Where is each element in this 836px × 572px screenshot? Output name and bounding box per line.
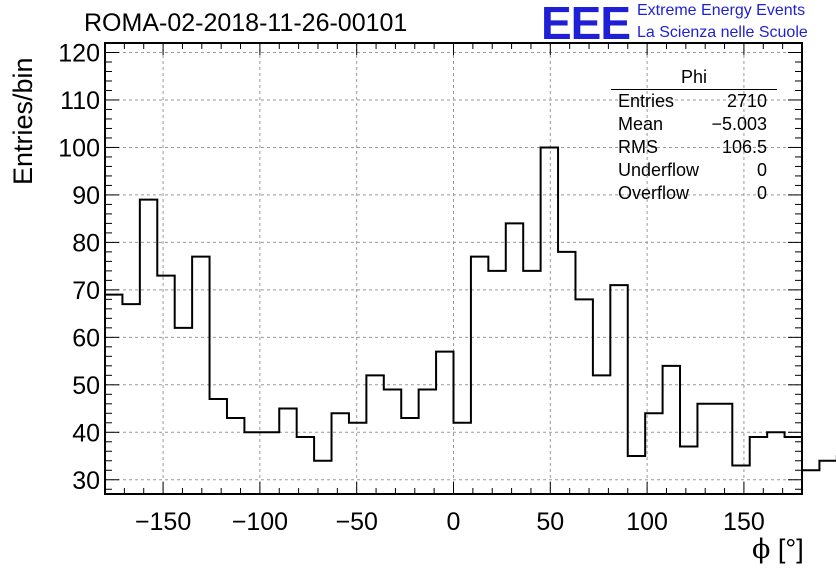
histogram-bin	[140, 200, 157, 494]
histogram-bin	[785, 437, 802, 494]
histogram-bin	[680, 447, 697, 494]
histogram-bin	[819, 461, 836, 494]
histogram-bin	[332, 413, 349, 494]
histogram-bin	[732, 466, 749, 494]
histogram-bin	[366, 375, 383, 494]
histogram-bin	[262, 432, 279, 494]
histogram-bin	[227, 418, 244, 494]
x-tick-label: 50	[536, 508, 564, 536]
histogram-bin	[488, 271, 505, 494]
histogram-bin	[610, 285, 627, 494]
histogram-bin	[715, 404, 732, 494]
y-tick-label: 100	[58, 134, 100, 162]
x-tick-label: −150	[135, 508, 191, 536]
histogram-bin	[541, 147, 558, 494]
stats-label: Mean	[618, 114, 664, 134]
stats-value: 106.5	[721, 137, 767, 157]
stats-value: 0	[756, 160, 767, 180]
histogram-bin	[349, 423, 366, 494]
stats-label: Underflow	[618, 160, 700, 180]
histogram-bin	[558, 252, 575, 494]
histogram-bin	[175, 328, 192, 494]
histogram-bin	[454, 423, 471, 494]
y-tick-label: 120	[58, 39, 100, 67]
stats-label: RMS	[618, 137, 658, 157]
histogram-bin	[244, 432, 261, 494]
histogram-line	[105, 146, 836, 472]
stats-label: Entries	[618, 91, 675, 111]
histogram-bin	[523, 271, 540, 494]
stats-value: −5.003	[711, 114, 767, 134]
histogram-bin	[575, 299, 592, 494]
logo-tagline-2: La Scienza nelle Scuole	[637, 24, 808, 41]
y-tick-label: 50	[72, 372, 100, 400]
x-axis-unit: [°]	[777, 534, 804, 564]
histogram-bin	[297, 437, 314, 494]
histogram-bin	[210, 399, 227, 494]
stats-row: Underflow 0	[611, 159, 777, 182]
stats-row: Mean −5.003	[611, 113, 777, 136]
x-tick-label: 150	[723, 508, 765, 536]
x-tick-label: 0	[447, 508, 461, 536]
histogram-bin	[157, 276, 174, 494]
stats-value: 2710	[726, 91, 767, 111]
x-axis-label: ϕ [°]	[752, 534, 804, 565]
histogram-bin	[401, 418, 418, 494]
stats-label: Overflow	[618, 183, 690, 203]
y-tick-label: 90	[72, 182, 100, 210]
stats-row: RMS 106.5	[611, 136, 777, 159]
stats-row: Entries 2710	[611, 90, 777, 113]
histogram-bin	[314, 461, 331, 494]
y-tick-label: 40	[72, 419, 100, 447]
histogram-bin	[802, 470, 819, 494]
histogram-bin	[663, 366, 680, 494]
histogram-bin	[750, 437, 767, 494]
y-tick-label: 30	[72, 467, 100, 495]
histogram-bin	[628, 456, 645, 494]
logo-tagline-1: Extreme Energy Events	[637, 2, 806, 19]
histogram-bin	[436, 352, 453, 494]
plot-frame	[104, 42, 803, 495]
stats-value: 0	[756, 183, 767, 203]
y-axis-label: Entries/bin	[8, 57, 38, 185]
x-tick-label: −50	[335, 508, 377, 536]
histogram-bin	[593, 375, 610, 494]
x-tick-label: 100	[626, 508, 668, 536]
eee-logo: EEE	[541, 0, 631, 49]
chart-title: ROMA-02-2018-11-26-00101	[84, 9, 408, 37]
histogram-bin	[471, 257, 488, 494]
histogram-bin	[192, 257, 209, 494]
y-tick-label: 80	[72, 229, 100, 257]
histogram-bin	[645, 413, 662, 494]
histogram-bin	[384, 390, 401, 494]
y-tick-label: 60	[72, 324, 100, 352]
stats-box: Phi Entries 2710 Mean −5.003 RMS 106.5 U…	[611, 66, 777, 205]
y-tick-label: 110	[60, 87, 100, 115]
stats-title: Phi	[611, 66, 777, 90]
x-tick-label: −100	[232, 508, 288, 536]
histogram-bin	[697, 404, 714, 494]
histogram-bin	[105, 295, 122, 494]
stats-row: Overflow 0	[611, 182, 777, 205]
histogram-bin	[419, 390, 436, 494]
y-tick-label: 70	[72, 277, 100, 305]
x-axis-symbol: ϕ	[752, 534, 771, 565]
histogram-bin	[122, 304, 139, 494]
histogram-bin	[767, 432, 784, 494]
histogram-bin	[506, 223, 523, 494]
histogram-bin	[279, 409, 296, 494]
